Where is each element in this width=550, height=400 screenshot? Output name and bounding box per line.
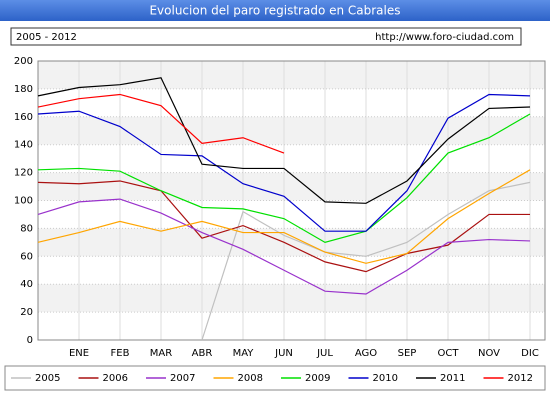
y-tick-label: 200 xyxy=(14,56,33,67)
y-tick-label: 40 xyxy=(20,279,33,290)
legend-label: 2009 xyxy=(305,373,330,384)
x-tick-label: ABR xyxy=(192,348,213,359)
legend-label: 2005 xyxy=(35,373,60,384)
grid-band xyxy=(38,228,545,257)
x-tick-label: MAY xyxy=(233,348,255,359)
x-tick-label: JUN xyxy=(274,348,293,359)
series-line xyxy=(37,93,285,154)
chart-title: Evolucion del paro registrado en Cabrale… xyxy=(149,4,400,18)
series-line xyxy=(37,198,531,295)
legend-label: 2011 xyxy=(440,373,465,384)
x-tick-label: ENE xyxy=(69,348,89,359)
legend-label: 2010 xyxy=(373,373,398,384)
y-tick-label: 120 xyxy=(14,168,33,179)
legend-box xyxy=(4,365,546,391)
title-bar xyxy=(0,0,550,21)
grid-band xyxy=(38,284,545,313)
x-tick-label: DIC xyxy=(521,348,539,359)
x-tick-label: AGO xyxy=(355,348,377,359)
subtitle: 2005 - 2012 xyxy=(16,32,77,43)
y-tick-label: 100 xyxy=(14,196,33,207)
grid-band xyxy=(38,116,545,145)
series-line xyxy=(37,93,531,232)
series-line xyxy=(37,169,531,264)
y-tick-label: 20 xyxy=(20,307,33,318)
x-tick-label: MAR xyxy=(150,348,172,359)
y-tick-label: 60 xyxy=(20,251,33,262)
x-tick-label: JUL xyxy=(316,348,333,359)
source: http://www.foro-ciudad.com xyxy=(375,32,514,43)
y-tick-label: 0 xyxy=(27,335,33,346)
x-tick-label: FEB xyxy=(111,348,130,359)
x-tick-label: OCT xyxy=(438,348,460,359)
series-line xyxy=(37,180,530,273)
legend-label: 2012 xyxy=(508,373,533,384)
legend-label: 2007 xyxy=(170,373,195,384)
series-line xyxy=(37,77,531,204)
y-tick-label: 140 xyxy=(14,140,33,151)
series-line xyxy=(37,113,531,243)
subtitle-box xyxy=(10,27,522,46)
y-tick-label: 180 xyxy=(14,84,33,95)
plot-border xyxy=(37,60,546,341)
grid-band xyxy=(38,172,545,201)
x-tick-label: NOV xyxy=(478,348,500,359)
x-tick-label: SEP xyxy=(398,348,417,359)
legend-label: 2008 xyxy=(238,373,263,384)
series-line xyxy=(201,181,531,341)
y-tick-label: 80 xyxy=(20,223,33,234)
legend-label: 2006 xyxy=(103,373,128,384)
y-tick-label: 160 xyxy=(14,112,33,123)
